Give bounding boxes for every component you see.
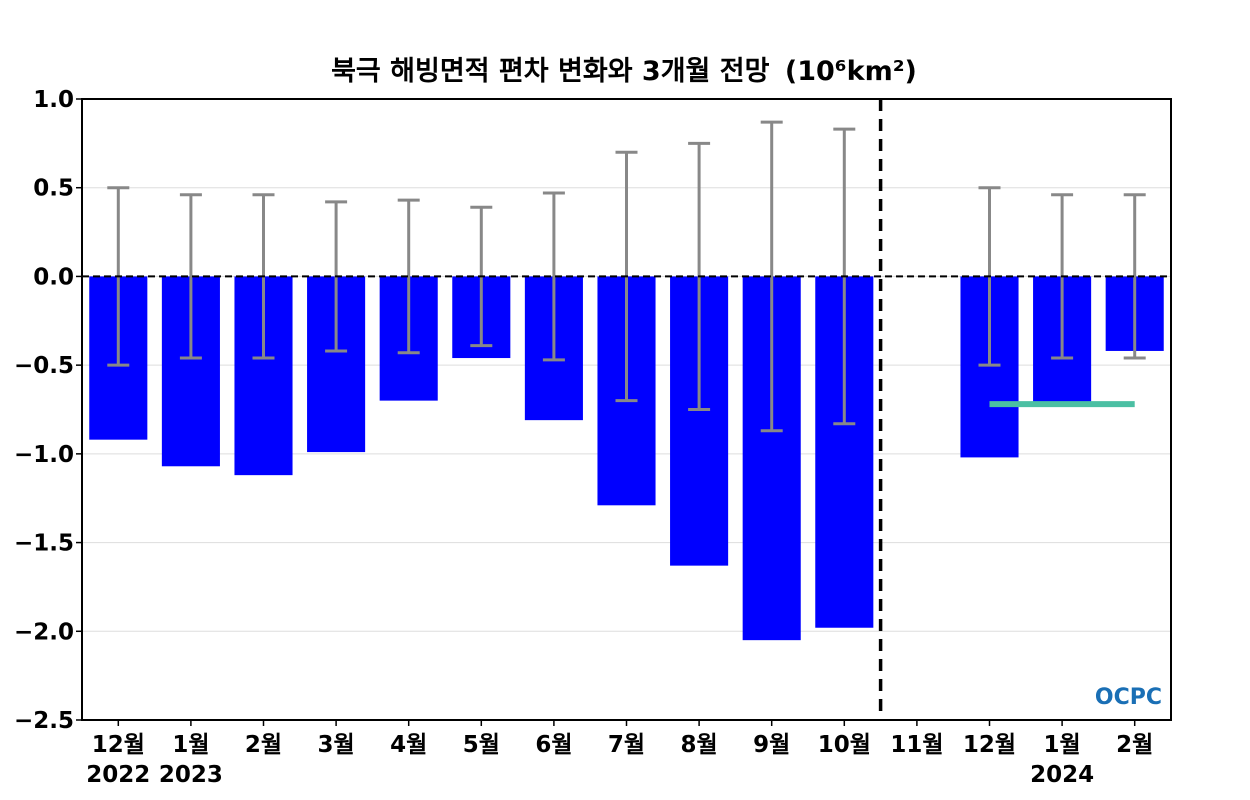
- x-tick-label: 4월: [390, 732, 427, 758]
- x-tick-label: 5월: [463, 732, 500, 758]
- x-tick-label: 1월: [1044, 732, 1081, 758]
- year-label: 2024: [1030, 762, 1094, 788]
- y-tick-label: −2.5: [14, 708, 74, 734]
- axes-group: 1.0 0.5 0.0 −0.5 −1.0 −1.5 −2.0 −2.5 12월 1월 2월 3월 4월…: [14, 87, 1172, 788]
- y-tick-label: −1.5: [14, 531, 74, 557]
- year-label: 2022: [86, 762, 150, 788]
- y-tick-label: 1.0: [33, 87, 74, 113]
- chart-title: 북극 해빙면적 편차 변화와 3개월 전망 (10⁶km²): [331, 56, 917, 87]
- x-tick-label: 2월: [245, 732, 282, 758]
- x-tick-label: 2월: [1116, 732, 1153, 758]
- year-label: 2023: [159, 762, 223, 788]
- y-tick-label: 0.0: [33, 264, 74, 290]
- x-tick-label: 6월: [535, 732, 572, 758]
- x-tick-label: 7월: [608, 732, 645, 758]
- x-tick-label: 1월: [172, 732, 209, 758]
- x-tick-label: 12월: [92, 732, 145, 758]
- x-tick-label: 9월: [753, 732, 790, 758]
- x-tick-label: 12월: [963, 732, 1016, 758]
- y-tick-label: −0.5: [14, 353, 74, 379]
- x-tick-label: 11월: [890, 732, 943, 758]
- y-tick-label: 0.5: [33, 176, 74, 202]
- ocpc-logo: OCPC: [1095, 685, 1162, 710]
- x-tick-label: 3월: [318, 732, 355, 758]
- x-tick-label: 10월: [818, 732, 871, 758]
- y-tick-label: −1.0: [14, 442, 74, 468]
- annotations-group: [82, 99, 1171, 720]
- y-tick-label: −2.0: [14, 619, 74, 645]
- x-tick-label: 8월: [681, 732, 718, 758]
